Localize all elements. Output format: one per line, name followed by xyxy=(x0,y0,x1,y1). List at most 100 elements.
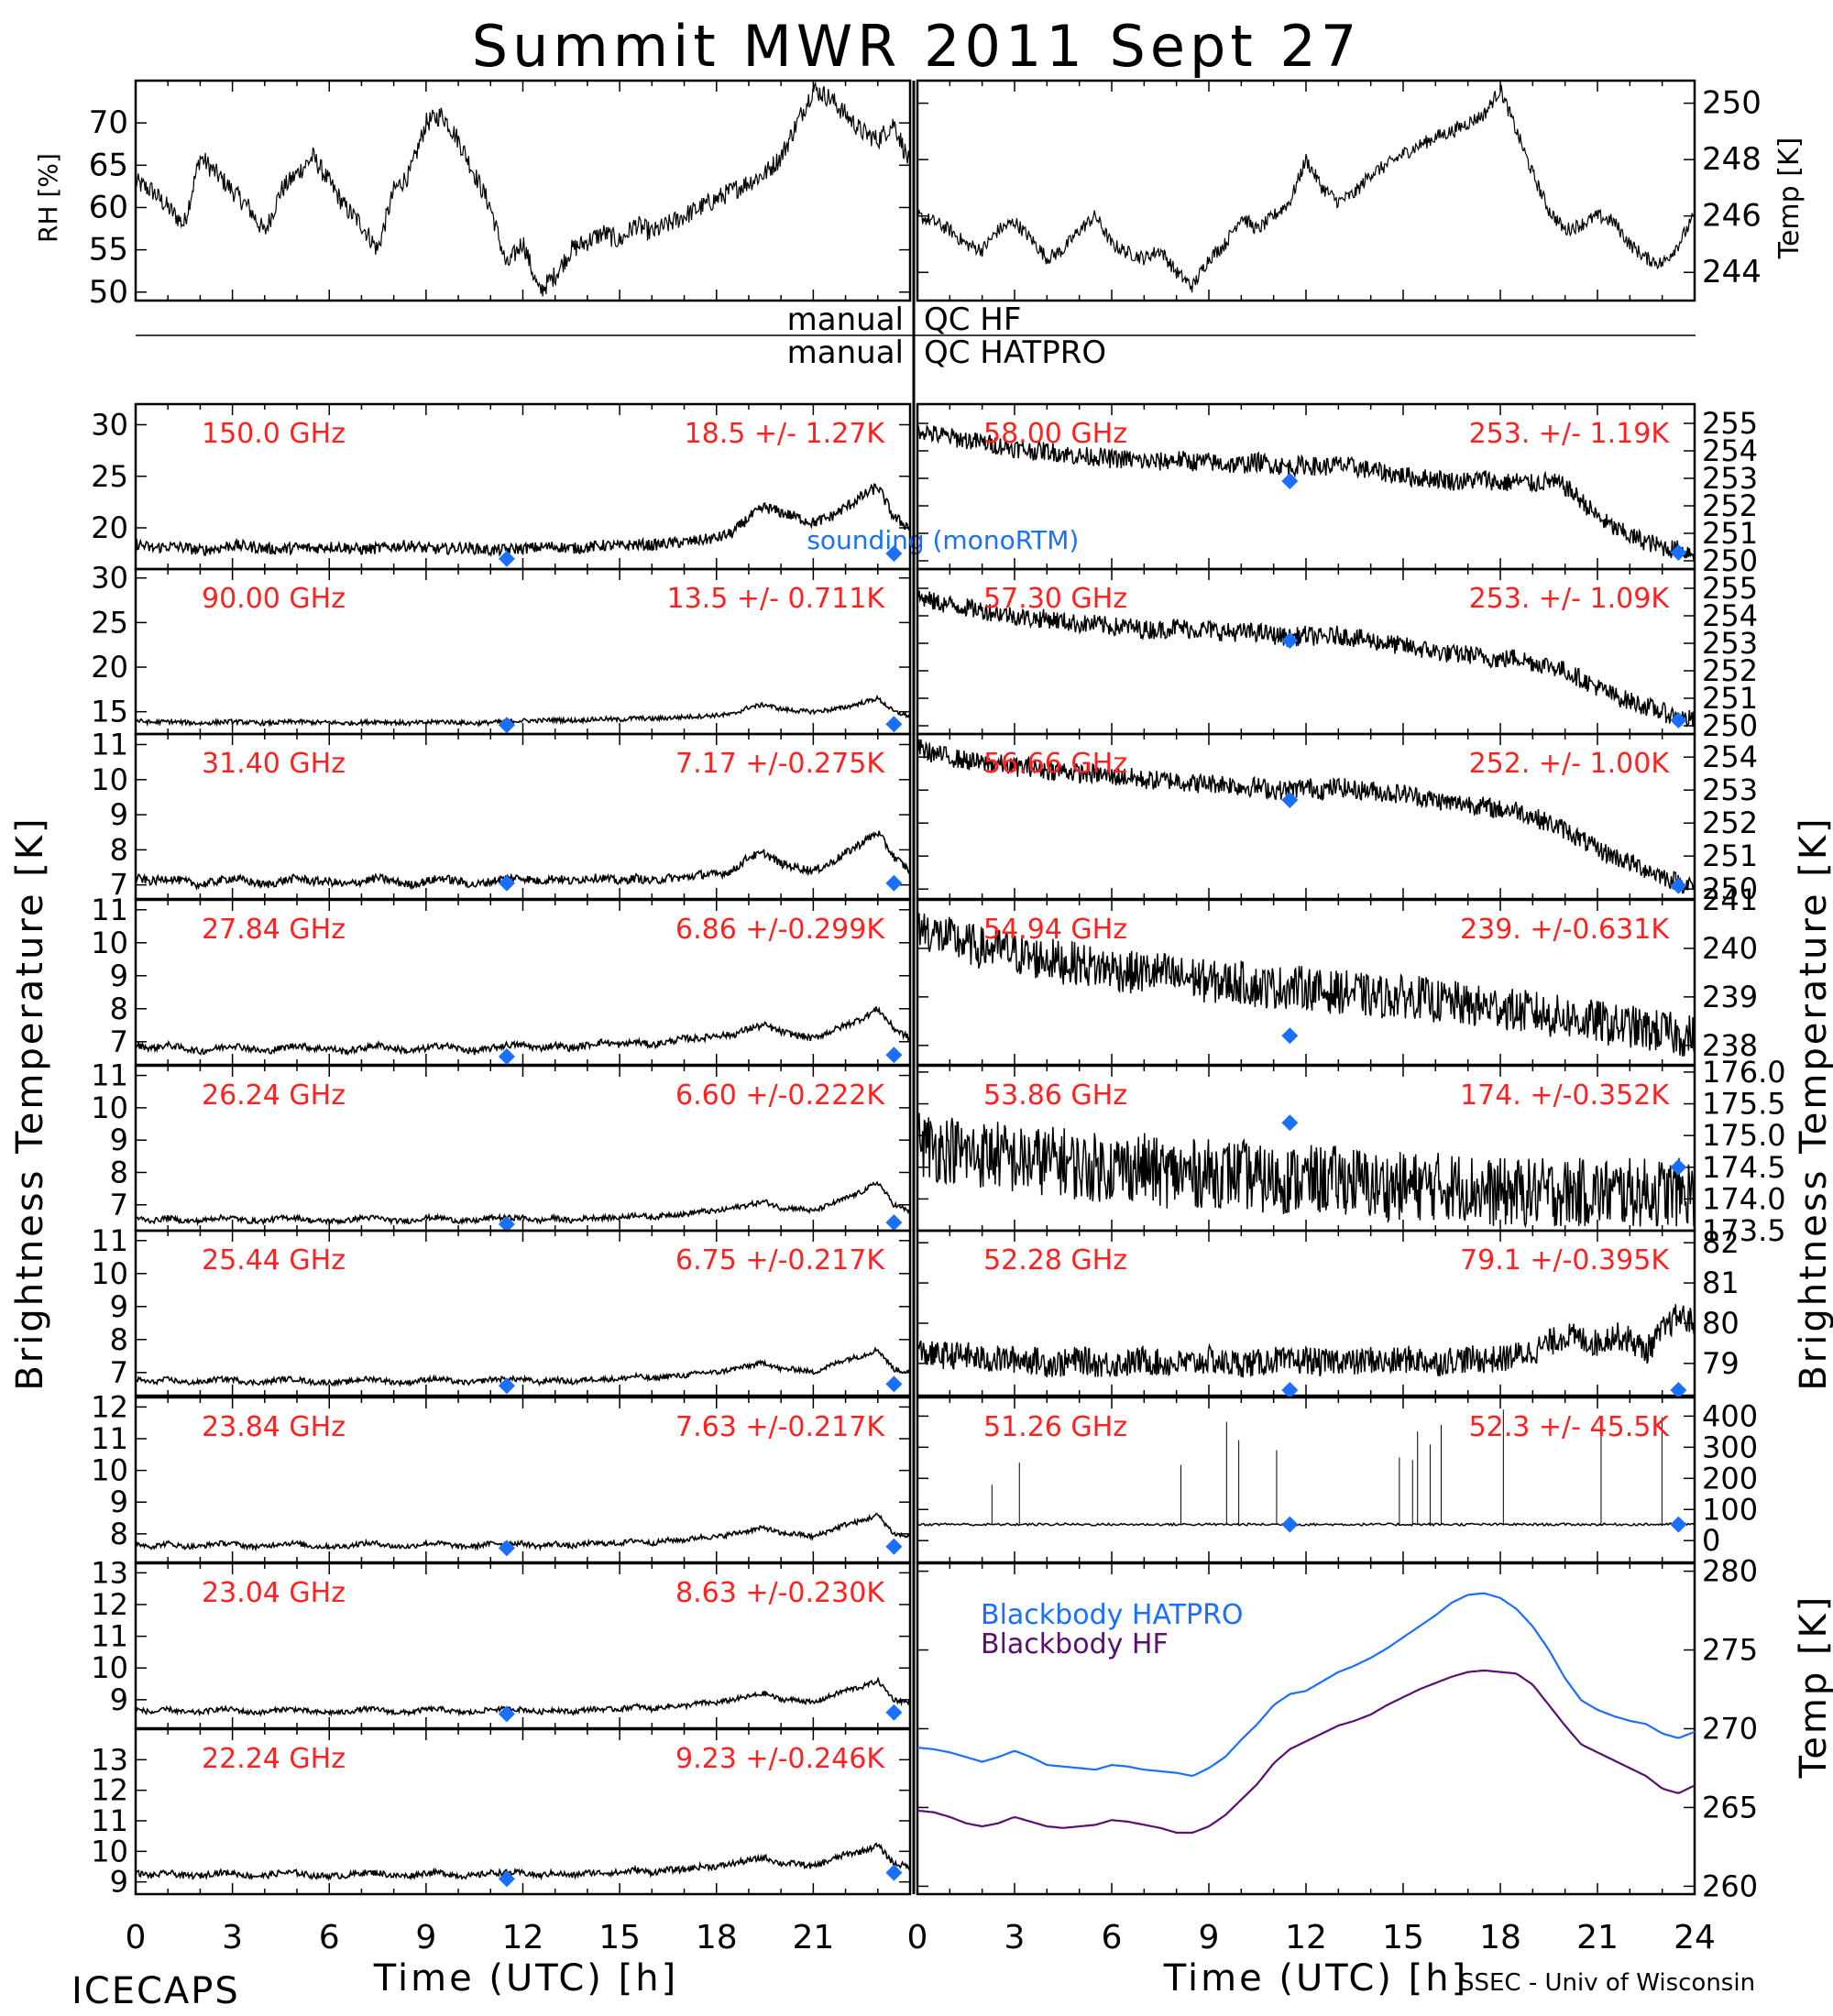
y-tick-label: 7 xyxy=(110,1024,128,1059)
y-tick-label: 253 xyxy=(1702,626,1758,661)
y-tick-label: 253 xyxy=(1702,772,1758,807)
x-tick-label-left: 9 xyxy=(415,1919,436,1956)
channel-stats: 253. +/- 1.09K xyxy=(1469,583,1671,615)
sounding-marker xyxy=(498,874,515,892)
y-tick-label: 173.5 xyxy=(1702,1213,1786,1248)
channel-stats: 79.1 +/-0.395K xyxy=(1460,1244,1670,1276)
channel-label: 58.00 GHz xyxy=(983,418,1127,450)
panel-blackbody: 260 265 270 275 280 Blackbody HATPROBlackbody… xyxy=(916,1554,1758,1903)
y-tick-label: 20 xyxy=(91,510,128,545)
series-line-ch5126 xyxy=(916,1522,1696,1528)
y-tick-label: 255 xyxy=(1702,406,1758,441)
x-tick-label-left: 3 xyxy=(222,1919,243,1956)
x-tick-label-left: 18 xyxy=(696,1919,738,1956)
y-tick-label: 251 xyxy=(1702,516,1758,551)
channel-stats: 6.75 +/-0.217K xyxy=(675,1244,885,1276)
channel-label: 31.40 GHz xyxy=(202,748,346,780)
y-tick-label: 10 xyxy=(91,1834,128,1868)
y-tick-label: 174.0 xyxy=(1702,1181,1786,1216)
y-tick-label: 280 xyxy=(1702,1554,1758,1589)
channel-label: 25.44 GHz xyxy=(202,1244,346,1276)
y-tick-label: 81 xyxy=(1702,1265,1740,1300)
y-tick-label: 82 xyxy=(1702,1225,1740,1260)
channel-stats: 13.5 +/- 0.711K xyxy=(667,583,886,615)
channel-stats: 6.86 +/-0.299K xyxy=(675,914,885,946)
channel-label: 27.84 GHz xyxy=(202,914,346,946)
sounding-marker xyxy=(1281,1382,1299,1398)
y-tick-label: 252 xyxy=(1702,653,1758,688)
sounding-marker xyxy=(1281,632,1299,649)
panel-frame xyxy=(134,79,912,302)
channel-stats: 6.60 +/-0.222K xyxy=(675,1079,885,1112)
y-tick-label: 239 xyxy=(1702,980,1758,1014)
sounding-marker xyxy=(498,550,515,567)
time-axis-title-left: Time (UTC) [h] xyxy=(373,1957,678,2000)
series-line-ch5386 xyxy=(916,1112,1696,1229)
x-tick-label-right: 18 xyxy=(1479,1919,1521,1956)
series-line-ch5730 xyxy=(916,590,1696,729)
legend-entry: Blackbody HATPRO xyxy=(981,1599,1244,1631)
figure-title: Summit MWR 2011 Sept 27 xyxy=(472,13,1362,80)
series-line-ch5666 xyxy=(916,739,1696,894)
y-tick-label: 174.5 xyxy=(1702,1150,1786,1185)
y-tick-label: 10 xyxy=(91,1453,128,1488)
series-line-ch150 xyxy=(135,483,911,557)
y-tick-label: 11 xyxy=(91,1058,128,1093)
y-tick-label: 80 xyxy=(1702,1306,1740,1341)
series-line-temp xyxy=(916,84,1696,293)
y-tick-label: 250 xyxy=(1702,543,1758,578)
sounding-marker xyxy=(1670,1158,1687,1176)
panel-ch5494: 238 239 240 241 54.94 GHz 239. +/-0.631K xyxy=(916,882,1758,1067)
x-tick-label-left: 0 xyxy=(126,1919,147,1956)
sounding-marker xyxy=(1281,1114,1299,1132)
sounding-marker xyxy=(498,1377,515,1395)
y-tick-label: 20 xyxy=(91,650,128,685)
channel-label: 23.04 GHz xyxy=(202,1577,346,1609)
y-tick-label: 9 xyxy=(110,959,128,993)
series-line-rh xyxy=(135,81,911,297)
footer-ssec: SSEC - Univ of Wisconsin xyxy=(1459,1969,1755,1997)
y-tick-label: 11 xyxy=(91,1421,128,1456)
footer-icecaps: ICECAPS xyxy=(71,1970,240,2012)
sounding-marker xyxy=(1281,1516,1299,1533)
y-tick-label: 55 xyxy=(89,232,128,268)
channel-label: 52.28 GHz xyxy=(983,1244,1127,1276)
series-line-ch5800 xyxy=(916,424,1696,561)
sounding-marker xyxy=(498,1048,515,1065)
y-tick-label: 13 xyxy=(91,1742,128,1777)
series-line-ch3140 xyxy=(135,830,911,892)
x-tick-label-right: 21 xyxy=(1576,1919,1619,1956)
y-tick-label: 10 xyxy=(91,1256,128,1291)
y-tick-label: 260 xyxy=(1702,1868,1758,1903)
channel-stats: 252. +/- 1.00K xyxy=(1469,748,1671,780)
panel-ch150: 20 25 30 150.0 GHz 18.5 +/- 1.27K sounding (m… xyxy=(91,402,1079,571)
series-line-blackbody-hf xyxy=(916,1669,1696,1835)
y-tick-label: 60 xyxy=(89,189,128,225)
channel-label: 22.24 GHz xyxy=(202,1743,346,1775)
series-line-ch2784 xyxy=(135,1006,911,1057)
sounding-marker xyxy=(1670,712,1687,729)
sounding-marker xyxy=(1670,544,1687,561)
y-tick-label: 250 xyxy=(1702,871,1758,906)
channel-label: 53.86 GHz xyxy=(983,1079,1127,1112)
y-tick-label: 25 xyxy=(91,459,128,494)
series-line-ch5494 xyxy=(916,913,1696,1057)
channel-label: 90.00 GHz xyxy=(202,583,346,615)
series-line-ch90 xyxy=(135,694,911,729)
rh-axis-title: RH [%] xyxy=(33,153,63,243)
series-line-ch2624 xyxy=(135,1180,911,1227)
x-tick-label-right: 15 xyxy=(1382,1919,1424,1956)
y-tick-label: 30 xyxy=(91,561,128,596)
y-tick-label: 400 xyxy=(1702,1398,1758,1433)
channel-label: 26.24 GHz xyxy=(202,1079,346,1112)
y-tick-label: 12 xyxy=(91,1773,128,1808)
temp-axis-title: Temp [K] xyxy=(1773,137,1806,260)
x-tick-label-right: 3 xyxy=(1004,1919,1026,1956)
qc-hatpro-left-label: manual xyxy=(787,334,904,371)
y-tick-label: 11 xyxy=(91,893,128,927)
sounding-marker xyxy=(885,874,903,892)
